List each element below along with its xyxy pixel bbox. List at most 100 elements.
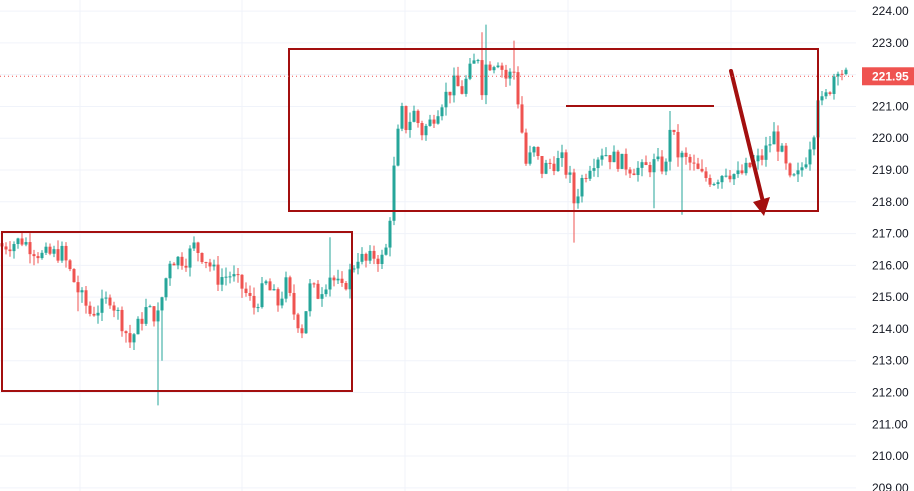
candle-body <box>536 146 540 156</box>
candle-body <box>440 107 444 117</box>
candle-body <box>748 162 752 168</box>
candle-body <box>832 76 836 94</box>
candle-body <box>96 312 100 316</box>
candle-body <box>780 145 784 152</box>
candle-body <box>368 250 372 261</box>
candle-body <box>32 254 36 257</box>
candle-body <box>668 129 672 162</box>
price-tick-label: 212.00 <box>872 385 909 399</box>
candle-body <box>220 277 224 285</box>
candle-body <box>28 242 32 255</box>
candle-body <box>108 297 112 306</box>
candle-body <box>304 311 308 334</box>
candle-body <box>572 172 576 204</box>
candle-body <box>640 162 644 168</box>
candle-body <box>592 168 596 171</box>
price-tick-label: 209.00 <box>872 481 909 491</box>
candle-body <box>396 128 400 166</box>
candle-body <box>688 156 692 163</box>
candle-body <box>192 242 196 249</box>
candle-body <box>8 249 12 252</box>
price-tick-label: 224.00 <box>872 4 909 18</box>
candle-body <box>420 123 424 136</box>
candle-body <box>488 64 492 71</box>
candle-body <box>600 155 604 160</box>
candle-body <box>160 297 164 311</box>
candle-body <box>204 262 208 264</box>
candle-body <box>696 163 700 169</box>
candle-body <box>236 274 240 276</box>
candle-body <box>744 162 748 174</box>
candle-body <box>456 75 460 87</box>
price-tick-label: 219.00 <box>872 163 909 177</box>
candle-body <box>808 149 812 165</box>
candle-body <box>300 328 304 334</box>
candle-body <box>840 73 844 75</box>
candle-body <box>320 294 324 299</box>
candle-body <box>128 333 132 343</box>
candle-body <box>772 131 776 145</box>
candle-body <box>756 155 760 162</box>
candle-body <box>432 119 436 124</box>
candle-body <box>520 104 524 133</box>
candle-body <box>332 277 336 281</box>
candle-body <box>188 248 192 268</box>
candle-body <box>132 334 136 343</box>
candle-body <box>100 298 104 313</box>
candle-body <box>620 153 624 169</box>
price-tick-label: 214.00 <box>872 322 909 336</box>
down-arrow-head <box>753 197 770 216</box>
candle-body <box>684 152 688 157</box>
candle-body <box>700 168 704 172</box>
candle-body <box>732 174 736 180</box>
candle-body <box>632 173 636 176</box>
candle-body <box>392 165 396 221</box>
candle-body <box>588 170 592 179</box>
candle-body <box>48 246 52 254</box>
candle-body <box>324 289 328 295</box>
candle-body <box>628 169 632 174</box>
candle-body <box>436 116 440 124</box>
candle-body <box>344 282 348 290</box>
candle-body <box>180 256 184 266</box>
price-axis[interactable]: 209.00 210.00 211.00 212.00 213.00 214.00 215.… <box>862 4 914 491</box>
candle-body <box>20 238 24 245</box>
candle-body <box>716 182 720 185</box>
candle-body <box>328 277 332 290</box>
candle-body <box>712 184 716 186</box>
candle-body <box>36 256 40 259</box>
candle-body <box>208 262 212 267</box>
candle-body <box>340 278 344 283</box>
candle-body <box>644 162 648 166</box>
candle-body <box>820 96 824 101</box>
candle-body <box>612 151 616 163</box>
candle-body <box>460 86 464 94</box>
candle-body <box>788 163 792 176</box>
last-price-badge <box>862 67 914 86</box>
candle-body <box>452 75 456 96</box>
candle-body <box>784 145 788 164</box>
candle-body <box>124 331 128 334</box>
candle-body <box>532 146 536 153</box>
candle-body <box>244 288 248 294</box>
candle-body <box>60 245 64 261</box>
candle-body <box>764 145 768 160</box>
candle-body <box>828 92 832 94</box>
candle-body <box>72 269 76 283</box>
candle-body <box>156 310 160 322</box>
candle-body <box>120 309 124 332</box>
candle-body <box>116 309 120 311</box>
price-tick-label: 213.00 <box>872 354 909 368</box>
candle-body <box>136 318 140 335</box>
candle-body <box>648 165 652 173</box>
candle-body <box>288 277 292 293</box>
candle-body <box>664 161 668 172</box>
candle-body <box>80 290 84 293</box>
candle-body <box>476 60 480 62</box>
candle-body <box>508 71 512 79</box>
candle-body <box>720 175 724 183</box>
candle-body <box>812 137 816 150</box>
candle-body <box>528 152 532 164</box>
candle-body <box>624 153 628 170</box>
